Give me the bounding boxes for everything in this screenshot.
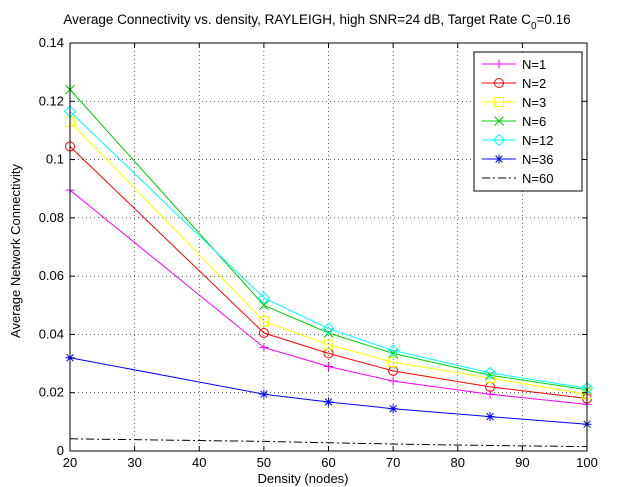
data-point-marker xyxy=(322,322,335,335)
legend-label: N=6 xyxy=(522,114,546,129)
y-tick-label: 0.1 xyxy=(46,152,64,167)
legend-label: N=60 xyxy=(522,171,553,186)
y-tick-label: 0.04 xyxy=(39,326,64,341)
data-point-marker xyxy=(483,366,497,380)
y-tick-label: 0.06 xyxy=(39,268,64,283)
series-lines xyxy=(63,84,594,448)
legend-label: N=3 xyxy=(522,95,546,110)
series-line xyxy=(69,89,588,391)
legend-item: N=6 xyxy=(482,114,546,129)
data-point-marker xyxy=(386,344,400,357)
legend-marker xyxy=(494,59,504,69)
data-point-marker xyxy=(388,404,398,414)
y-tick-label: 0.12 xyxy=(39,93,64,108)
data-point-marker xyxy=(324,397,333,407)
series-line xyxy=(69,146,588,399)
data-point-marker xyxy=(259,300,269,311)
x-tick-label: 50 xyxy=(257,455,271,470)
legend-marker xyxy=(492,133,506,147)
x-tick-label: 60 xyxy=(321,455,335,470)
legend-marker xyxy=(494,154,504,164)
axes xyxy=(69,42,588,452)
data-point-marker xyxy=(258,327,269,338)
x-tick-label: 20 xyxy=(63,455,77,470)
series-line xyxy=(69,357,588,425)
series-n-60 xyxy=(69,438,588,448)
data-point-marker xyxy=(388,357,399,368)
legend-item: N=60 xyxy=(482,171,553,186)
data-point-marker xyxy=(324,361,333,371)
legend-item: N=36 xyxy=(482,152,553,167)
data-point-marker xyxy=(257,291,271,305)
legend-label: N=12 xyxy=(522,133,553,148)
data-point-marker xyxy=(258,316,269,327)
chart-title-subscript: 0 xyxy=(531,21,537,32)
legend-marker xyxy=(494,116,504,126)
x-tick-label: 90 xyxy=(515,455,529,470)
x-tick-label: 40 xyxy=(192,455,206,470)
legend: N=1 N=2 N=3 N=6 N=12 N=36 N=60 xyxy=(473,51,583,192)
y-tick-label: 0.08 xyxy=(39,210,64,225)
y-tick-label: 0 xyxy=(57,443,64,458)
series-line xyxy=(69,111,588,389)
data-point-marker xyxy=(259,343,269,353)
legend-label: N=2 xyxy=(522,76,546,91)
data-point-marker xyxy=(259,389,269,399)
series-line xyxy=(69,189,588,405)
data-point-marker xyxy=(485,373,496,384)
x-tick-label: 30 xyxy=(127,455,141,470)
x-axis-label: Density (nodes) xyxy=(257,471,348,486)
legend-item: N=12 xyxy=(482,133,553,148)
y-tick-label: 0.14 xyxy=(39,35,64,50)
series-line xyxy=(69,438,588,448)
data-point-marker xyxy=(388,348,398,359)
data-point-marker xyxy=(323,339,334,350)
legend-item: N=3 xyxy=(482,95,546,110)
x-tick-label: 100 xyxy=(576,455,598,470)
x-tick-label: 80 xyxy=(451,455,465,470)
chart-title-main: Average Connectivity vs. density, RAYLEI… xyxy=(63,12,531,27)
legend-label: N=36 xyxy=(522,152,553,167)
legend-marker xyxy=(494,97,504,107)
legend-item: N=2 xyxy=(482,76,546,91)
chart-title-end: =0.16 xyxy=(537,12,571,27)
series-n-12 xyxy=(63,105,594,395)
y-axis-label: Average Network Connectivity xyxy=(8,164,23,338)
data-point-marker xyxy=(388,376,398,386)
legend-item: N=1 xyxy=(482,57,546,72)
tick-labels: 20 30 40 50 60 70 80 90 100 0 0.02 0.04 0.06 0.08 0.1 0… xyxy=(39,35,598,470)
series-line xyxy=(69,121,588,395)
chart-title: Average Connectivity vs. density, RAYLEI… xyxy=(63,12,570,32)
x-tick-label: 70 xyxy=(386,455,400,470)
data-point-marker xyxy=(485,412,495,422)
legend-label: N=1 xyxy=(522,57,546,72)
legend-marker xyxy=(494,78,504,88)
y-tick-label: 0.02 xyxy=(39,385,64,400)
